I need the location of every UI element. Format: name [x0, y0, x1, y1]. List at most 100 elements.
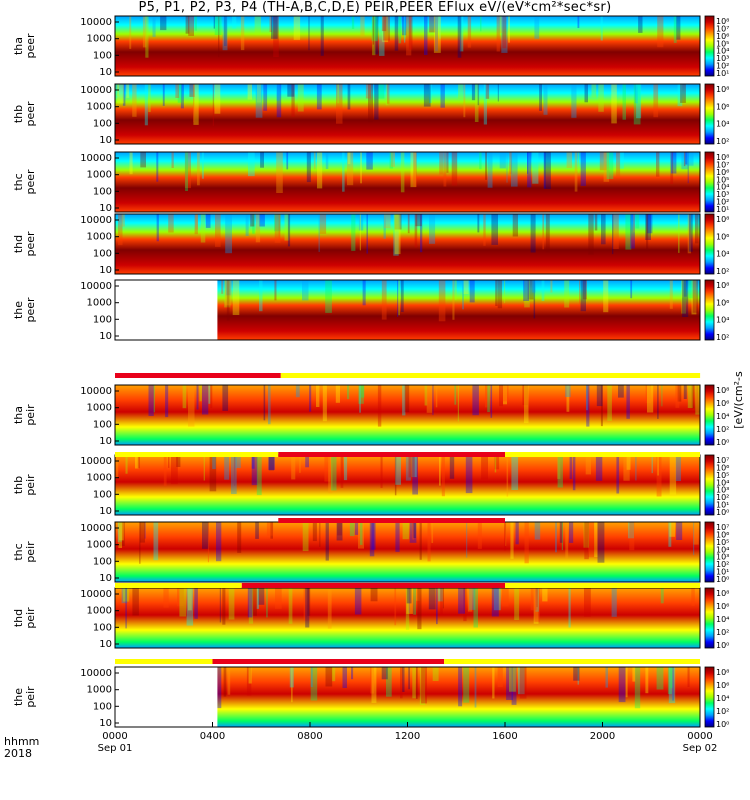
- panel-texture: [483, 214, 486, 246]
- panel-texture: [496, 16, 500, 52]
- panel-texture: [140, 152, 146, 168]
- panel-texture: [429, 16, 436, 33]
- panel-texture: [623, 455, 630, 481]
- panel-texture: [561, 522, 563, 551]
- panel-texture: [492, 667, 495, 699]
- panel-texture: [656, 152, 660, 177]
- panel-texture: [515, 522, 519, 545]
- y-tick-label: 1000: [87, 606, 112, 617]
- y-axis-label: tha: [12, 406, 25, 424]
- panel-texture: [266, 522, 274, 536]
- panel-texture: [378, 84, 385, 99]
- panel-texture: [291, 667, 293, 703]
- panel-texture: [676, 522, 683, 540]
- panel-texture: [305, 455, 309, 468]
- panel-texture: [435, 16, 438, 52]
- panel-texture: [491, 214, 498, 245]
- panel-texture: [499, 152, 506, 169]
- panel-texture: [117, 522, 122, 542]
- panel-texture: [144, 84, 148, 126]
- panel-texture: [411, 455, 417, 478]
- panel-texture: [394, 214, 402, 230]
- panel-texture: [400, 152, 405, 193]
- mode-bar-segment: [505, 583, 700, 588]
- panel-texture: [668, 667, 676, 704]
- panel-texture: [695, 385, 700, 415]
- data-gap: [115, 280, 218, 340]
- panel-texture: [485, 385, 488, 408]
- panel-texture: [317, 152, 323, 189]
- panel-texture: [647, 385, 654, 413]
- panel-texture: [424, 385, 428, 406]
- y-axis-label: peer: [24, 33, 37, 59]
- panel-texture: [310, 667, 313, 687]
- colorbar-tick-label: 10⁰: [716, 641, 729, 650]
- panel-texture: [458, 588, 465, 614]
- x-tick-label: 0000: [102, 731, 127, 742]
- y-tick-label: 1000: [87, 102, 112, 113]
- panel-texture: [268, 455, 275, 471]
- panel-texture: [254, 16, 261, 36]
- panel-texture: [126, 84, 130, 98]
- panel-texture: [274, 214, 281, 232]
- panel-texture: [145, 16, 149, 58]
- panel-texture: [630, 280, 633, 299]
- panel-texture: [248, 667, 252, 684]
- panel-texture: [185, 16, 190, 34]
- panel-texture: [366, 214, 368, 254]
- y-tick-label: 10000: [80, 153, 112, 164]
- y-tick-label: 1000: [87, 540, 112, 551]
- panel-texture: [121, 214, 125, 227]
- panel-texture: [351, 667, 354, 680]
- panel-texture: [316, 84, 322, 110]
- panel-texture: [359, 385, 361, 413]
- panel-texture: [156, 152, 159, 182]
- colorbar: [704, 587, 715, 649]
- panel-texture: [400, 280, 404, 312]
- spectrogram-panel-6: 10000 1000 100 10 tha peir 10⁸ 10⁶ 10⁴ 10² 10⁰: [12, 384, 729, 447]
- panel-texture: [696, 385, 698, 413]
- panel-texture: [215, 214, 221, 247]
- panel-texture: [635, 455, 637, 481]
- panel-texture: [302, 280, 309, 301]
- panel-texture: [331, 667, 336, 682]
- data-gap: [115, 667, 218, 727]
- panel-texture: [527, 152, 529, 174]
- panel-texture: [423, 84, 431, 107]
- time-axis-label-year: 2018: [4, 747, 32, 760]
- panel-texture: [255, 84, 263, 118]
- panel-texture: [194, 588, 198, 619]
- panel-texture: [135, 455, 140, 469]
- panel-texture: [691, 280, 697, 315]
- colorbar-tick-label: 10⁴: [716, 250, 729, 259]
- panel-texture: [435, 385, 438, 408]
- panel-texture: [691, 588, 695, 606]
- panel-texture: [156, 214, 159, 242]
- panel-spectrum: [115, 16, 700, 76]
- panel-texture: [269, 16, 272, 32]
- panel-texture: [125, 455, 128, 474]
- panel-texture: [466, 522, 468, 558]
- colorbar-tick-label: 10⁸: [716, 17, 729, 26]
- panel-texture: [501, 16, 508, 53]
- panel-texture: [532, 280, 536, 293]
- panel-texture: [667, 667, 672, 695]
- panel-texture: [596, 385, 603, 407]
- panel-texture: [490, 385, 493, 418]
- panel-texture: [523, 280, 530, 301]
- panel-texture: [673, 16, 677, 43]
- panel-texture: [577, 16, 580, 28]
- panel-texture: [252, 588, 257, 616]
- panel-texture: [565, 385, 571, 397]
- panel-texture: [205, 214, 211, 228]
- panel-texture: [263, 84, 268, 111]
- panel-texture: [573, 667, 580, 681]
- panel-texture: [634, 84, 638, 104]
- panel-texture: [669, 280, 673, 309]
- panel-texture: [506, 455, 509, 497]
- x-tick-label: 0800: [297, 731, 322, 742]
- panel-frame: [114, 279, 701, 341]
- panel-texture: [215, 667, 222, 709]
